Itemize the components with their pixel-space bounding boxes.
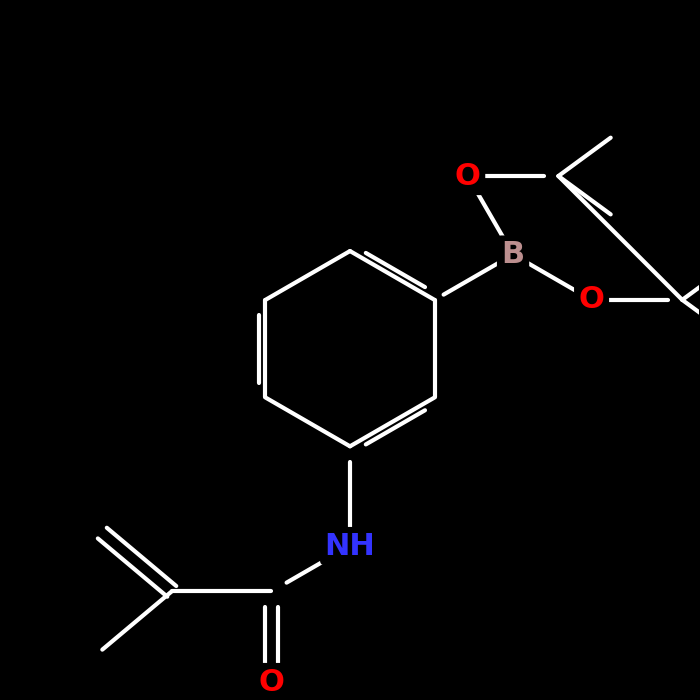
- Text: O: O: [455, 162, 481, 190]
- Text: B: B: [501, 240, 524, 269]
- Text: O: O: [258, 668, 284, 696]
- Text: O: O: [579, 286, 605, 314]
- Text: NH: NH: [325, 531, 375, 561]
